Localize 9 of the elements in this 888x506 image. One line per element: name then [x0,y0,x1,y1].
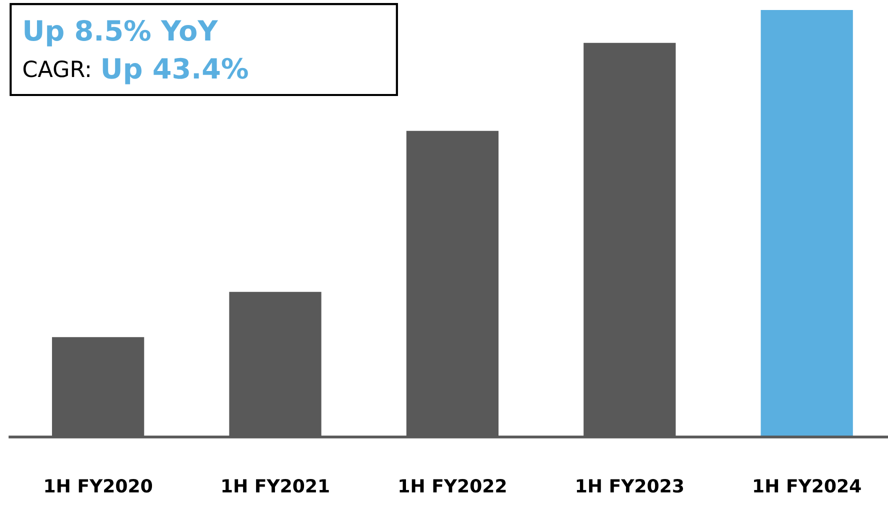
annotation: Up 8.5% YoY [24,20,218,46]
x-tick-label: 1H FY2021 [222,478,329,493]
x-tick-label: 1H FY2023 [576,478,684,493]
x-tick-label: 1H FY2022 [400,478,506,493]
x-tick-label: 1H FY2020 [45,478,152,493]
bar [760,10,853,437]
annotation: CAGR: [23,60,90,78]
annotation: Up 43.4% [102,58,248,84]
x-tick-label: 1H FY2024 [754,478,861,493]
